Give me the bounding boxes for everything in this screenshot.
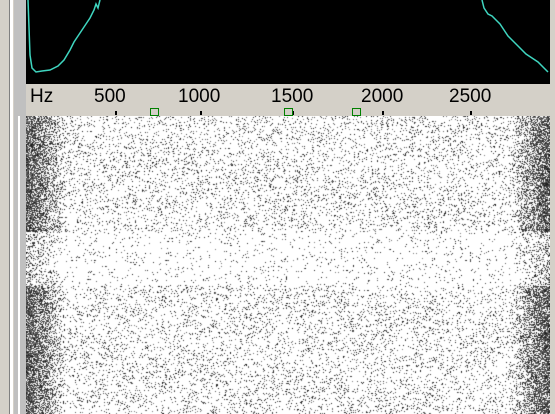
tick-label-2500: 2500 — [449, 86, 492, 107]
tick-mark-1000 — [200, 111, 202, 115]
tick-label-1000: 1000 — [178, 86, 221, 107]
waterfall-gutter — [14, 116, 26, 414]
spectrum-trace-left — [27, 0, 101, 73]
frequency-marker-1[interactable] — [150, 108, 159, 116]
spectrum-trace-svg — [27, 0, 549, 73]
frequency-scale: Hz 500 1000 1500 2000 2500 — [26, 84, 550, 116]
spectrum-trace-right — [481, 0, 549, 73]
tick-mark-1500 — [292, 111, 294, 115]
frequency-marker-3[interactable] — [352, 108, 361, 116]
window-right-border — [550, 0, 555, 414]
tick-mark-500 — [115, 111, 117, 115]
tick-mark-2000 — [382, 111, 384, 115]
waterfall-display[interactable] — [26, 116, 550, 414]
tick-label-500: 500 — [94, 86, 126, 107]
left-panel-edge — [9, 0, 13, 414]
tick-label-2000: 2000 — [361, 86, 404, 107]
hz-unit-label: Hz — [30, 86, 54, 107]
tick-label-1500: 1500 — [271, 86, 314, 107]
waterfall-canvas[interactable] — [26, 116, 550, 414]
frequency-marker-2[interactable] — [284, 108, 293, 116]
tick-mark-2500 — [470, 111, 472, 115]
gutter-line — [18, 116, 20, 414]
spectrum-display — [26, 0, 550, 84]
window-left-border — [0, 0, 14, 414]
